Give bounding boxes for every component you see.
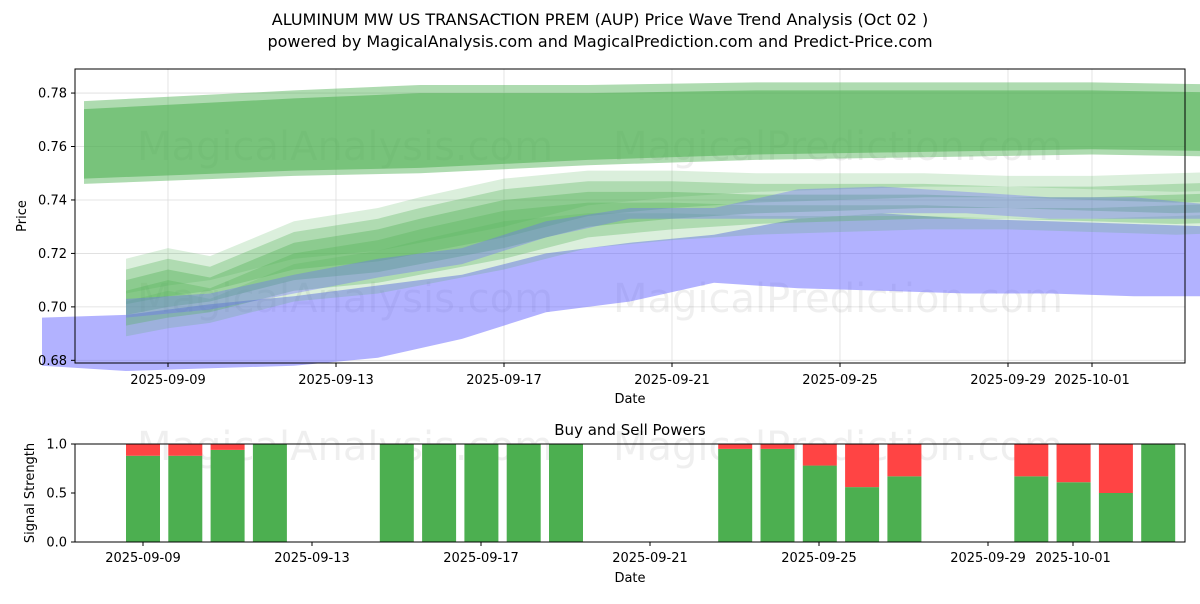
green-wave-band — [126, 181, 1200, 305]
signal-x-tick-label: 2025-09-17 — [443, 551, 519, 566]
buy-power-bar — [887, 476, 922, 542]
buy-power-bar — [168, 455, 203, 542]
signal-y-ticks: 0.0 0.5 1.0 — [46, 438, 75, 551]
signal-x-tick-label: 2025-10-01 — [1035, 551, 1111, 566]
price-x-tick-label: 2025-09-29 — [970, 373, 1046, 388]
signal-y-tick-label: 1.0 — [46, 438, 67, 453]
sell-power-bar — [718, 444, 753, 449]
sell-power-bar — [845, 444, 880, 488]
price-y-tick-label: 0.74 — [38, 193, 67, 208]
signal-x-tick-label: 2025-09-21 — [612, 551, 688, 566]
signal-y-tick-label: 0.0 — [46, 536, 67, 551]
buy-power-bar — [1014, 476, 1049, 542]
blue-wave-band — [126, 186, 1200, 318]
signal-y-label: Signal Strength — [23, 443, 38, 543]
green-wave-band — [126, 202, 1200, 326]
signal-x-ticks: 2025-09-09 2025-09-13 2025-09-17 2025-09-21… — [105, 542, 1111, 566]
price-x-label: Date — [614, 392, 645, 407]
signal-x-tick-label: 2025-09-29 — [950, 551, 1026, 566]
green-wave-band — [126, 191, 1200, 315]
signal-y-tick-label: 0.5 — [46, 487, 67, 502]
chart-title-line2: powered by MagicalAnalysis.com and Magic… — [267, 32, 932, 51]
buy-power-bar — [210, 449, 245, 542]
price-y-tick-label: 0.70 — [38, 300, 67, 315]
sell-power-bar — [760, 444, 795, 449]
sell-power-bar — [1098, 444, 1133, 493]
buy-power-bar — [422, 444, 457, 542]
price-y-tick-label: 0.68 — [38, 354, 67, 369]
green-upper-band-inner — [84, 90, 1200, 179]
signal-x-tick-label: 2025-09-13 — [274, 551, 350, 566]
buy-power-bar — [760, 448, 795, 542]
buy-power-bar — [506, 444, 541, 542]
sell-power-bar — [1014, 444, 1049, 477]
signal-watermarks: MagicalAnalysis.com MagicalPrediction.com — [137, 424, 1063, 470]
price-x-tick-label: 2025-10-01 — [1054, 373, 1130, 388]
price-x-tick-label: 2025-09-25 — [802, 373, 878, 388]
blue-price-band — [42, 213, 1200, 371]
price-series — [42, 82, 1200, 371]
price-x-tick-label: 2025-09-13 — [298, 373, 374, 388]
buy-power-bar — [718, 448, 753, 542]
chart-title-line1: ALUMINUM MW US TRANSACTION PREM (AUP) Pr… — [272, 10, 928, 29]
green-wave-band — [126, 213, 1200, 337]
sell-power-bar — [1056, 444, 1091, 483]
price-y-tick-label: 0.78 — [38, 87, 67, 102]
buy-power-bar — [126, 455, 160, 542]
sell-power-bar — [210, 444, 245, 450]
buy-power-bar — [252, 444, 287, 542]
buy-power-bar — [464, 444, 499, 542]
signal-plot-title: Buy and Sell Powers — [554, 421, 706, 439]
signal-watermark: MagicalPrediction.com — [613, 424, 1063, 470]
signal-x-tick-label: 2025-09-09 — [105, 551, 181, 566]
price-x-tick-label: 2025-09-21 — [634, 373, 710, 388]
buy-power-bar — [802, 465, 837, 542]
signal-x-label: Date — [614, 571, 645, 586]
buy-power-bar — [1098, 493, 1133, 542]
sell-power-bar — [802, 444, 837, 466]
price-x-tick-label: 2025-09-17 — [466, 373, 542, 388]
price-y-label: Price — [15, 200, 30, 232]
price-y-ticks: 0.68 0.70 0.72 0.74 0.76 0.78 — [38, 87, 75, 369]
buy-power-bar — [1141, 444, 1176, 542]
buy-power-bar — [845, 487, 880, 542]
price-y-tick-label: 0.76 — [38, 140, 67, 155]
signal-plot: Buy and Sell Powers MagicalAnalysis.com M… — [23, 421, 1186, 586]
price-y-tick-label: 0.72 — [38, 247, 67, 262]
green-wave-band — [126, 170, 1200, 294]
price-plot: MagicalAnalysis.comMagicalPrediction.com… — [15, 68, 1200, 407]
price-x-ticks: 2025-09-09 2025-09-13 2025-09-17 2025-09-21… — [130, 363, 1130, 388]
buy-power-bar — [379, 444, 414, 542]
sell-power-bar — [126, 444, 160, 456]
signal-bars — [126, 444, 1176, 542]
buy-power-bar — [1056, 482, 1091, 542]
price-plot-frame — [74, 68, 1186, 364]
buy-power-bar — [549, 444, 583, 542]
signal-x-tick-label: 2025-09-25 — [781, 551, 857, 566]
sell-power-bar — [168, 444, 203, 456]
sell-power-bar — [887, 444, 922, 477]
price-x-tick-label: 2025-09-09 — [130, 373, 206, 388]
